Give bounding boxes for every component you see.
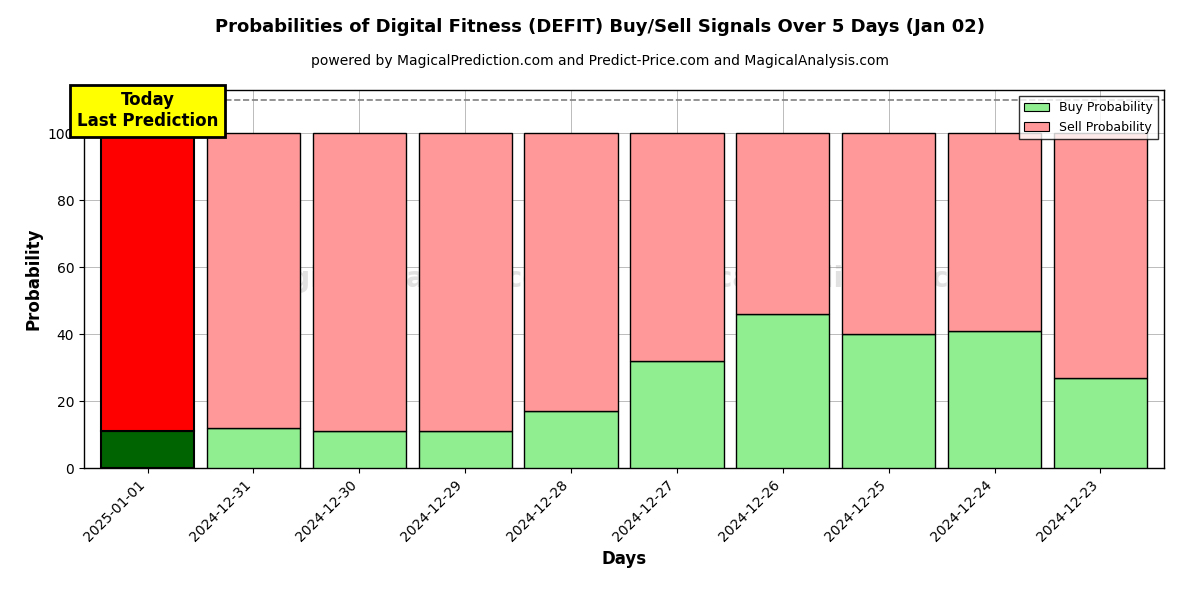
Text: MagicalAnalysis.com: MagicalAnalysis.com — [245, 265, 571, 293]
Bar — [313, 133, 406, 431]
Bar — [524, 133, 618, 411]
Text: MagicalPrediction.com: MagicalPrediction.com — [640, 265, 997, 293]
Bar — [419, 133, 511, 431]
Bar — [630, 133, 724, 361]
Bar — [1054, 377, 1147, 468]
Bar — [842, 334, 935, 468]
Y-axis label: Probability: Probability — [24, 228, 42, 330]
Bar — [101, 431, 194, 468]
Bar — [206, 428, 300, 468]
Bar — [948, 331, 1042, 468]
Text: powered by MagicalPrediction.com and Predict-Price.com and MagicalAnalysis.com: powered by MagicalPrediction.com and Pre… — [311, 54, 889, 68]
Bar — [101, 133, 194, 431]
Bar — [524, 411, 618, 468]
Bar — [630, 361, 724, 468]
X-axis label: Days: Days — [601, 550, 647, 568]
Text: Today
Last Prediction: Today Last Prediction — [77, 91, 218, 130]
Bar — [737, 133, 829, 314]
Bar — [419, 431, 511, 468]
Bar — [313, 431, 406, 468]
Text: Probabilities of Digital Fitness (DEFIT) Buy/Sell Signals Over 5 Days (Jan 02): Probabilities of Digital Fitness (DEFIT)… — [215, 18, 985, 36]
Bar — [948, 133, 1042, 331]
Bar — [1054, 133, 1147, 377]
Bar — [206, 133, 300, 428]
Bar — [842, 133, 935, 334]
Legend: Buy Probability, Sell Probability: Buy Probability, Sell Probability — [1019, 96, 1158, 139]
Bar — [737, 314, 829, 468]
